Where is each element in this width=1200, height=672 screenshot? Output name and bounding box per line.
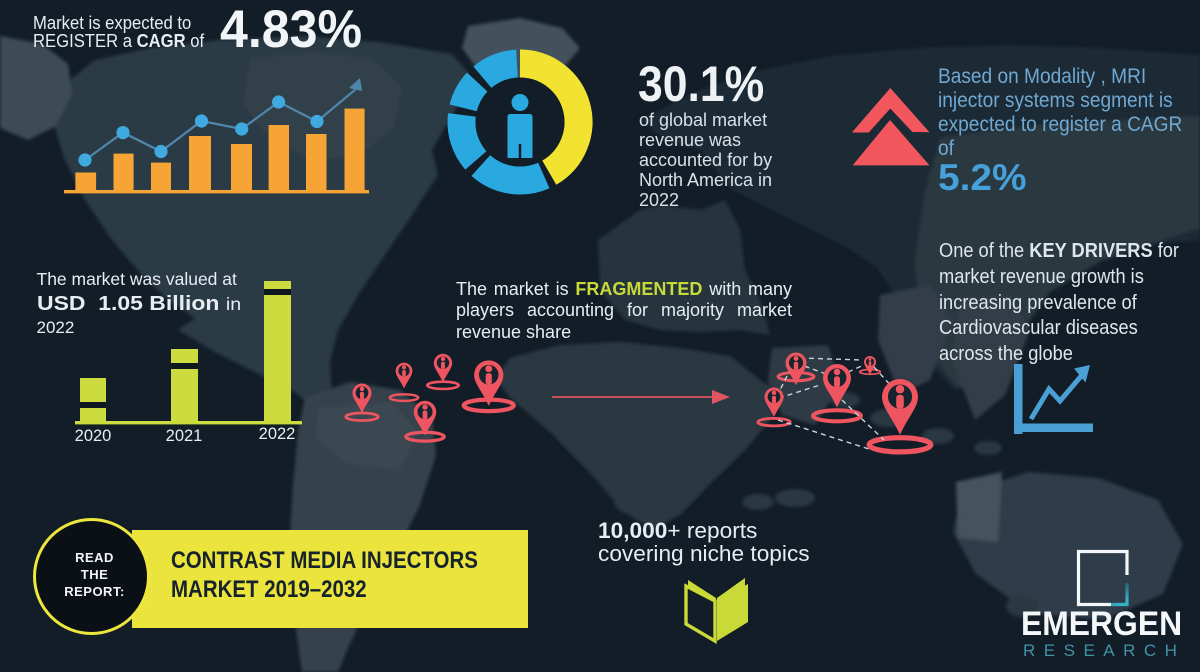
svg-text:2021: 2021 — [166, 427, 203, 445]
svg-text:2022: 2022 — [259, 425, 296, 443]
svg-text:2020: 2020 — [75, 427, 112, 445]
